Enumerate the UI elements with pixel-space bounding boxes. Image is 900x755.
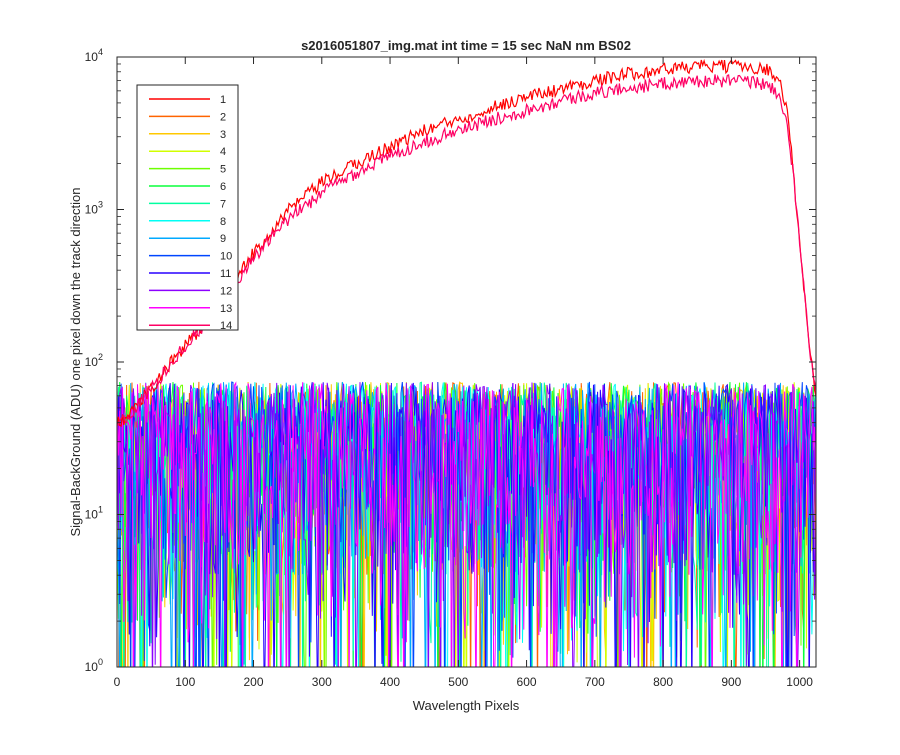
chart-title: s2016051807_img.mat int time = 15 sec Na… (301, 38, 631, 53)
x-tick-label: 700 (585, 675, 605, 689)
legend-label: 4 (220, 146, 226, 158)
x-axis-ticks: 0 100 200 300 400 500 600 700 800 900 1000 (114, 57, 813, 689)
legend-label: 10 (220, 251, 232, 263)
legend-label: 5 (220, 164, 226, 176)
y-tick-label: 102 (85, 352, 103, 369)
x-axis-label: Wavelength Pixels (413, 698, 520, 713)
y-tick-label: 101 (85, 505, 103, 522)
x-tick-label: 500 (448, 675, 468, 689)
y-tick-label: 104 (85, 47, 103, 64)
x-tick-label: 800 (653, 675, 673, 689)
x-tick-label: 900 (721, 675, 741, 689)
series-layer (117, 58, 816, 667)
legend-label: 6 (220, 181, 226, 193)
y-tick-label: 103 (85, 200, 103, 217)
x-tick-label: 100 (175, 675, 195, 689)
x-tick-label: 200 (244, 675, 264, 689)
y-tick-label: 100 (85, 657, 103, 674)
legend-box (136, 84, 239, 331)
legend-label: 2 (220, 111, 226, 123)
x-tick-label: 0 (114, 675, 121, 689)
legend-label: 7 (220, 198, 226, 210)
legend-label: 14 (220, 320, 232, 332)
x-tick-label: 400 (380, 675, 400, 689)
legend-label: 1 (220, 94, 226, 106)
series-line-13 (117, 381, 816, 667)
legend-label: 8 (220, 216, 226, 228)
legend-label: 13 (220, 303, 232, 315)
legend-label: 11 (220, 268, 231, 280)
x-tick-label: 300 (312, 675, 332, 689)
x-tick-label: 600 (517, 675, 537, 689)
legend-label: 9 (220, 233, 226, 245)
legend-label: 3 (220, 129, 226, 141)
x-tick-label: 1000 (786, 675, 813, 689)
legend-label: 12 (220, 285, 232, 297)
y-axis-label: Signal-BackGround (ADU) one pixel down t… (68, 187, 83, 536)
